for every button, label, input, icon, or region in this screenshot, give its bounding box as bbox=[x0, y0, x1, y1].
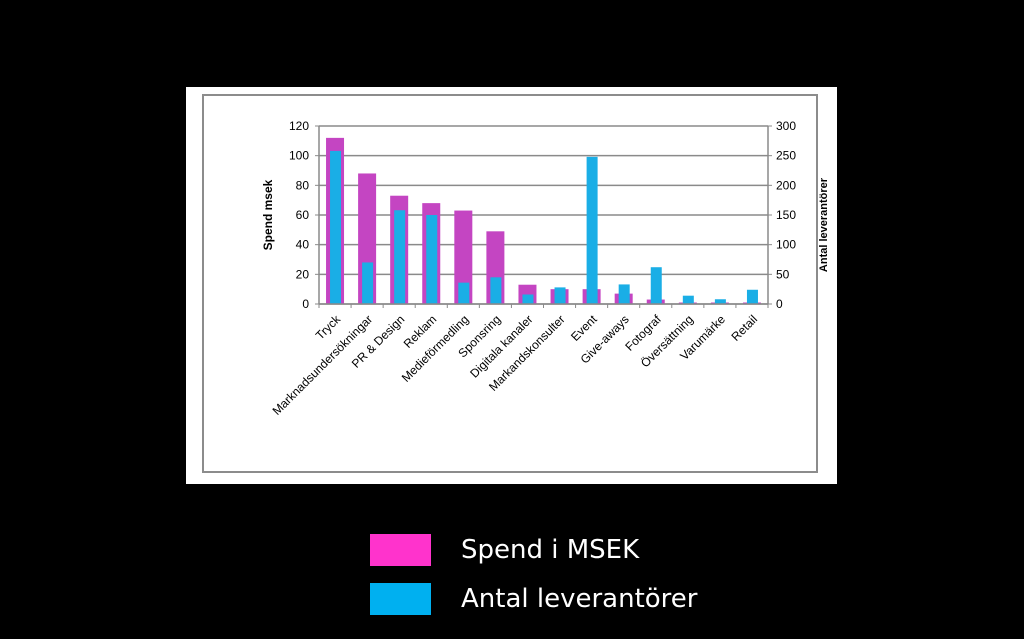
legend-swatch-spend bbox=[370, 534, 431, 566]
legend-label-suppliers: Antal leverantörer bbox=[461, 584, 698, 614]
y-tick-label: 40 bbox=[296, 238, 310, 252]
y2-tick-label: 0 bbox=[776, 297, 783, 311]
bar-suppliers bbox=[714, 299, 726, 304]
y-axis-title: Spend msek bbox=[261, 179, 275, 250]
y2-tick-label: 150 bbox=[776, 208, 796, 222]
chart-panel: 0 20 40 60 80 100 120 0 50 100 150 200 250 300 Tryck Ma… bbox=[186, 87, 837, 484]
legend-item-suppliers: Antal leverantörer bbox=[370, 582, 698, 616]
bar-suppliers bbox=[426, 215, 438, 304]
bar-suppliers bbox=[394, 210, 406, 304]
y-tick-label: 120 bbox=[289, 119, 309, 133]
legend-label-spend: Spend i MSEK bbox=[461, 535, 640, 565]
bar-spend bbox=[454, 210, 473, 304]
y2-tick-label: 250 bbox=[776, 149, 796, 163]
bar-suppliers bbox=[554, 287, 566, 304]
y-tick-label: 100 bbox=[289, 149, 309, 163]
y2-tick-label: 300 bbox=[776, 119, 796, 133]
y2-tick-label: 200 bbox=[776, 178, 796, 192]
legend-swatch-suppliers bbox=[370, 583, 431, 615]
bar-suppliers bbox=[458, 282, 470, 304]
bar-suppliers bbox=[586, 156, 598, 304]
bar-suppliers bbox=[522, 294, 534, 304]
y-tick-label: 60 bbox=[296, 208, 310, 222]
y-tick-label: 0 bbox=[302, 297, 309, 311]
y-tick-label: 80 bbox=[296, 178, 310, 192]
y2-tick-label: 100 bbox=[776, 238, 796, 252]
y-tick-label: 20 bbox=[296, 267, 310, 281]
bar-chart: 020406080100120050100150200250300TryckMa… bbox=[202, 94, 830, 473]
chart-frame bbox=[202, 94, 818, 473]
bar-suppliers bbox=[362, 262, 374, 304]
y2-tick-label: 50 bbox=[776, 267, 790, 281]
legend-item-spend: Spend i MSEK bbox=[370, 533, 639, 567]
bar-suppliers bbox=[618, 284, 630, 304]
bar-suppliers bbox=[682, 295, 694, 304]
bar-suppliers bbox=[330, 150, 342, 304]
bar-suppliers bbox=[650, 267, 662, 304]
y2-axis-title: Antal leverantörer bbox=[818, 177, 830, 272]
bar-suppliers bbox=[490, 277, 502, 304]
bar-suppliers bbox=[746, 289, 758, 304]
